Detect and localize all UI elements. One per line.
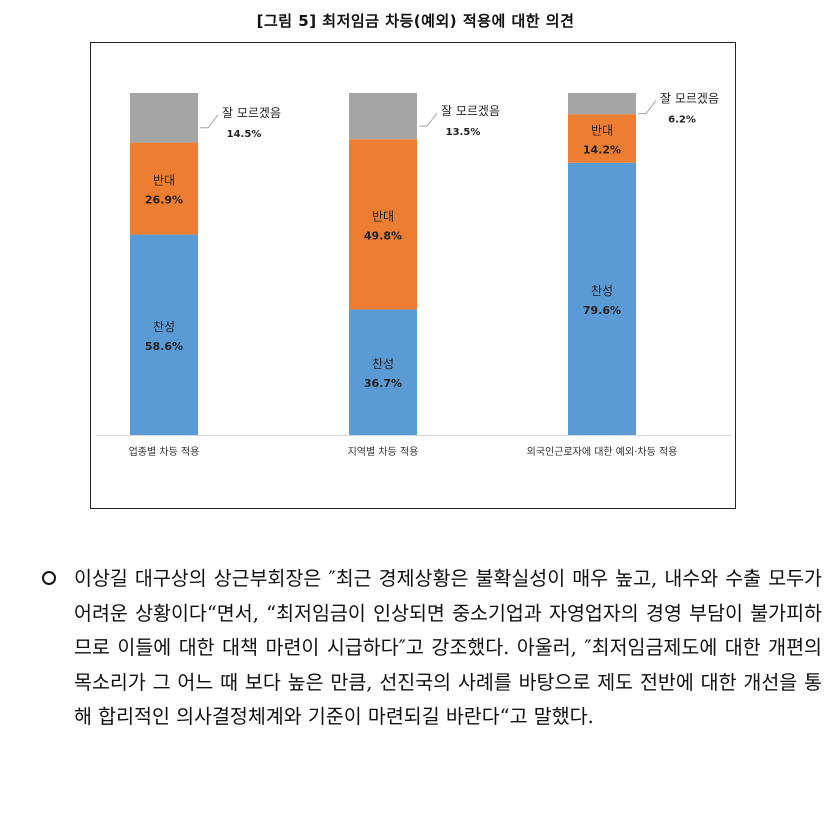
segment-name-label: 찬성: [153, 319, 175, 334]
segment-name-label: 찬성: [591, 283, 613, 298]
callout-name-label: 잘 모르겠음: [441, 104, 500, 118]
callout-value-label: 13.5%: [446, 127, 481, 138]
callout-line: [638, 100, 657, 115]
bar-segment-1-2: [349, 309, 417, 435]
bar-segment-3-1: [130, 93, 198, 143]
x-tick-label: 외국인근로자에 대한 예외·차등 적용: [527, 446, 678, 458]
callout-name-label: 잘 모르겠음: [222, 106, 281, 120]
segment-name-label: 반대: [591, 123, 613, 137]
callout-line: [200, 114, 219, 129]
bar-segment-2-2: [349, 139, 417, 310]
bar-segment-1-1: [130, 234, 198, 435]
callout-value-label: 6.2%: [668, 115, 696, 126]
segment-value-label: 26.9%: [145, 194, 183, 207]
callout-value-label: 14.5%: [227, 129, 262, 140]
stacked-bar-chart: 찬성 58.6% 반대 26.9% 잘 모르겠음 14.5% 업종별 차등 적용 찬성 36.7…: [96, 92, 731, 458]
circle-bullet-icon: [42, 571, 56, 585]
bar-segment-2-1: [130, 142, 198, 235]
bar-segment-2-3: [568, 114, 636, 163]
segment-value-label: 58.6%: [145, 340, 183, 353]
bar-segment-1-3: [568, 162, 636, 435]
segment-value-label: 36.7%: [364, 377, 402, 390]
segment-name-label: 찬성: [372, 356, 394, 371]
bar-segment-3-2: [349, 93, 417, 140]
x-tick-label: 지역별 차등 적용: [348, 446, 419, 458]
callout-name-label: 잘 모르겠음: [660, 92, 719, 106]
segment-value-label: 79.6%: [583, 304, 621, 317]
segment-name-label: 반대: [153, 174, 175, 188]
segment-value-label: 49.8%: [364, 229, 402, 242]
chart-frame: 찬성 58.6% 반대 26.9% 잘 모르겠음 14.5% 업종별 차등 적용 찬성 36.7…: [90, 42, 736, 509]
body-paragraph: 이상길 대구상의 상근부회장은 ″최근 경제상황은 불확실성이 매우 높고, 내…: [42, 562, 822, 735]
bar-segment-3-3: [568, 93, 636, 115]
segment-value-label: 14.2%: [583, 143, 621, 156]
figure-title: [그림 5] 최저임금 차등(예외) 적용에 대한 의견: [256, 12, 575, 30]
segment-name-label: 반대: [372, 209, 394, 223]
paragraph-text: 이상길 대구상의 상근부회장은 ″최근 경제상황은 불확실성이 매우 높고, 내…: [74, 567, 822, 728]
callout-line: [419, 112, 438, 127]
x-tick-label: 업종별 차등 적용: [129, 445, 200, 458]
